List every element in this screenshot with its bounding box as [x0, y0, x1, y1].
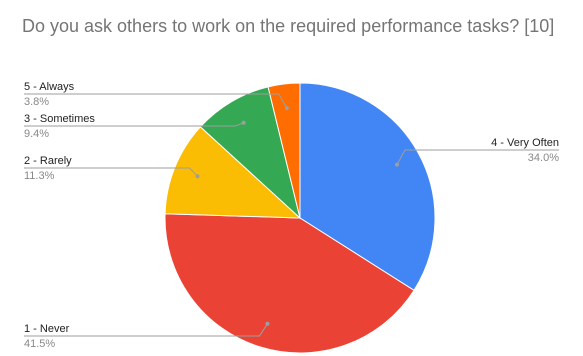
chart-title: Do you ask others to work on the require…	[22, 16, 555, 36]
slice-label-5: 5 - Always	[24, 81, 75, 93]
slice-percent-5: 3.8%	[24, 96, 49, 108]
pie-slice-3	[164, 126, 302, 219]
leader-line-5	[24, 93, 288, 109]
slice-label-4: 3 - Sometimes	[24, 113, 95, 125]
slice-label-3: 2 - Rarely	[24, 155, 72, 167]
pie-slice-2	[164, 213, 415, 354]
leader-lines	[24, 93, 559, 337]
slice-label-1: 4 - Very Often	[491, 137, 559, 149]
slice-percent-2: 41.5%	[24, 338, 55, 350]
slice-labels: 4 - Very Often 34.0% 1 - Never 41.5% 2 - Rar…	[24, 81, 559, 350]
leader-line-3	[24, 167, 198, 177]
pie-slice-5	[267, 82, 301, 219]
leader-line-4	[24, 122, 244, 127]
leader-line-1	[396, 149, 559, 165]
slice-percent-1: 34.0%	[528, 152, 559, 164]
leader-line-2	[24, 323, 268, 337]
pie-slices	[164, 82, 436, 354]
slice-percent-3: 11.3%	[24, 170, 55, 182]
slice-percent-4: 9.4%	[24, 128, 49, 140]
pie-slice-1	[299, 82, 436, 292]
slice-label-2: 1 - Never	[24, 323, 70, 335]
